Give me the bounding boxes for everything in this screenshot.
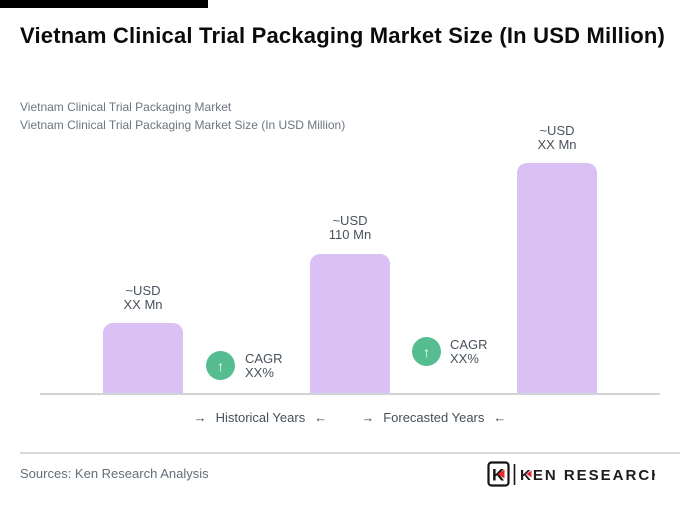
- bar-historical-end: [310, 254, 390, 393]
- bar-historical-start: [103, 323, 183, 393]
- cagr-label-line1: CAGR: [245, 351, 283, 366]
- cagr-up-arrow-icon: ↑: [206, 351, 235, 380]
- chart-subtitle-line-1: Vietnam Clinical Trial Packaging Market: [20, 100, 232, 114]
- bar-value-label-historical-start: ~USD XX Mn: [83, 284, 203, 312]
- page-title: Vietnam Clinical Trial Packaging Market …: [20, 23, 666, 48]
- cagr-up-arrow-icon: ↑: [412, 337, 441, 366]
- x-axis-group-labels: → Historical Years ← → Forecasted Years …: [0, 410, 700, 425]
- axis-group-forecasted-years: → Forecasted Years ←: [361, 410, 506, 425]
- cagr-label-line1: CAGR: [450, 337, 488, 352]
- cagr-label: CAGR XX%: [245, 352, 283, 380]
- left-arrow-icon: ←: [314, 410, 328, 425]
- left-arrow-icon: ←: [493, 410, 507, 425]
- right-arrow-icon: →: [193, 410, 207, 425]
- bar-value-line1: ~USD: [125, 283, 161, 298]
- cagr-label-line2: XX%: [450, 351, 479, 366]
- svg-text:KEN RESEARCH: KEN RESEARCH: [520, 467, 655, 484]
- ken-research-logo: K KEN RESEARCH: [487, 461, 662, 493]
- cagr-label-line2: XX%: [245, 365, 274, 380]
- sources-text: Sources: Ken Research Analysis: [20, 466, 209, 481]
- svg-text:K: K: [492, 466, 505, 485]
- right-arrow-icon: →: [361, 410, 375, 425]
- bar-value-label-forecast-end: ~USD XX Mn: [497, 124, 617, 152]
- chart-subtitle-line-2: Vietnam Clinical Trial Packaging Market …: [20, 118, 346, 132]
- bar-value-line2: 110 Mn: [328, 227, 372, 242]
- bar-value-label-historical-end: ~USD 110 Mn: [290, 214, 410, 242]
- top-accent-bar: [0, 0, 208, 8]
- bar-value-line2: XX Mn: [537, 137, 577, 152]
- ken-research-logo-graphic: K KEN RESEARCH: [487, 461, 662, 487]
- cagr-label: CAGR XX%: [450, 338, 488, 366]
- bar-value-line1: ~USD: [332, 213, 368, 228]
- axis-group-historical-years: → Historical Years ←: [194, 410, 328, 425]
- bar-value-line2: XX Mn: [123, 297, 163, 312]
- bar-forecast-end: [517, 163, 597, 393]
- axis-group-label: Historical Years: [215, 410, 306, 425]
- bar-value-line1: ~USD: [539, 123, 575, 138]
- axis-group-label: Forecasted Years: [383, 410, 485, 425]
- footer-divider: [20, 452, 680, 454]
- x-axis-line: [40, 393, 660, 395]
